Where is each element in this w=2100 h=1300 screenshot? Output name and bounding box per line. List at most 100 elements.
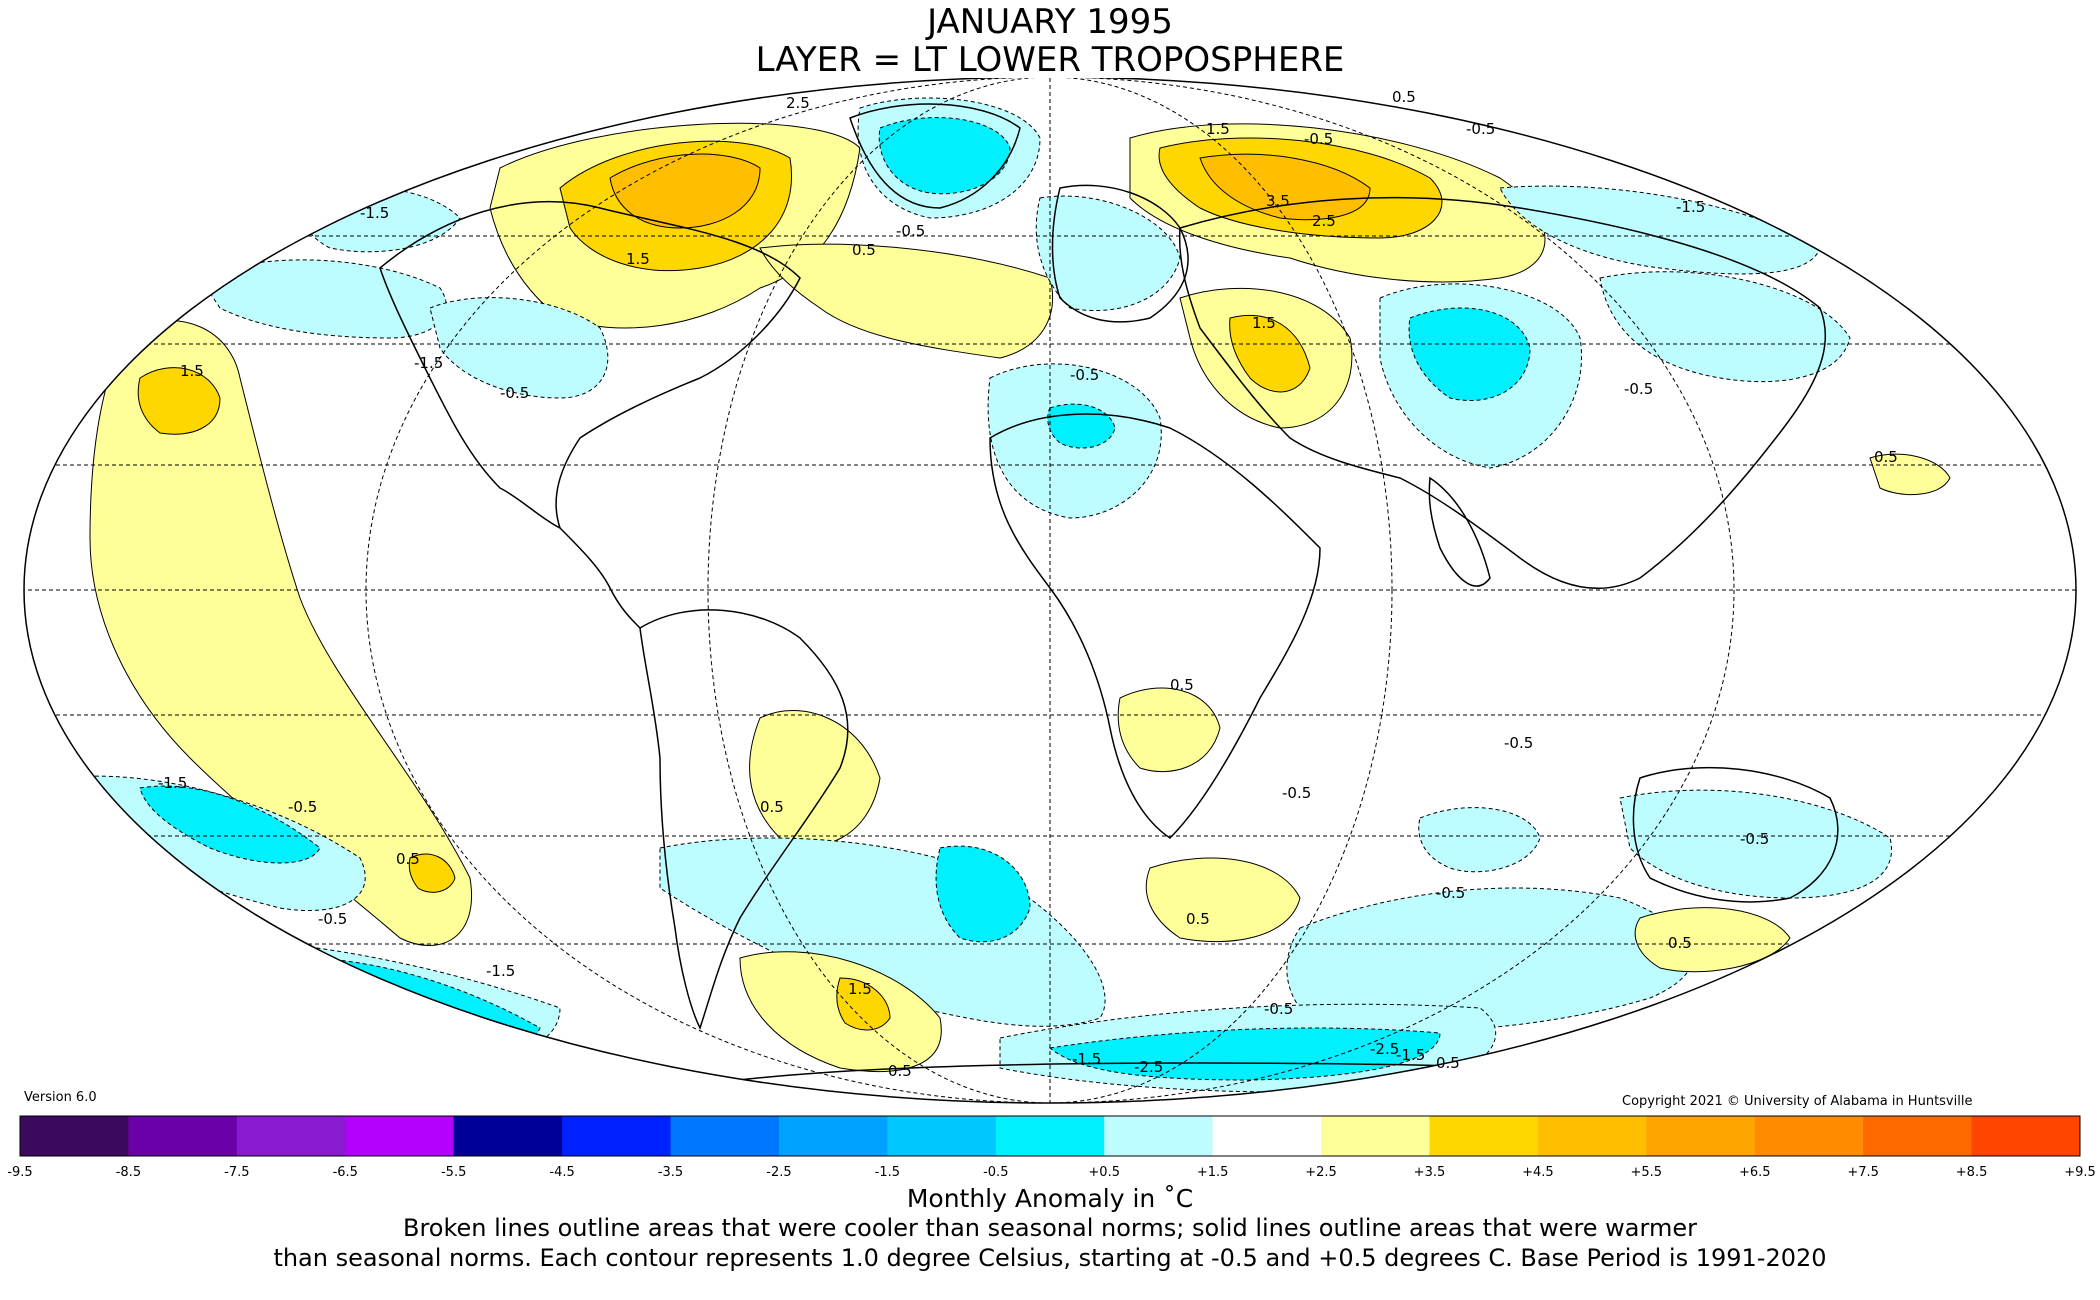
color-legend-swatch — [1646, 1116, 1756, 1156]
contour-label: 1.5 — [626, 250, 650, 268]
caption-line-1: Broken lines outline areas that were coo… — [403, 1214, 1697, 1242]
color-legend: -9.5 -8.5 -7.5 -6.5 -5.5 -4.5 -3.5 -2.5 -1.5 -0.5… — [7, 1115, 2096, 1180]
warm-region-northeast-pacific-inner — [137, 367, 221, 435]
caption-line-2: than seasonal norms. Each contour repres… — [273, 1244, 1827, 1272]
contour-label: -0.5 — [500, 384, 529, 402]
map-title: JANUARY 1995 — [927, 2, 1173, 42]
contour-label: 0.5 — [1436, 1054, 1460, 1072]
color-legend-tick-label: -2.5 — [766, 1165, 791, 1180]
contour-label: 0.5 — [888, 1062, 912, 1080]
contour-label: -1.5 — [1072, 1050, 1101, 1068]
contour-label: 0.5 — [1170, 676, 1194, 694]
color-legend-swatch — [1863, 1116, 1973, 1156]
contour-label: -0.5 — [1740, 830, 1769, 848]
contour-labels: 2.5 1.5 0.5 -1.5 -0.5 3.5 2.5 -0.5 1.5 1… — [158, 88, 1898, 1080]
cool-region-east-asia — [1599, 271, 1851, 383]
warm-region-south-atlantic — [749, 710, 881, 846]
contour-label: 2.5 — [1312, 212, 1336, 230]
contour-label: 1.5 — [848, 980, 872, 998]
meridian-line — [707, 78, 1393, 1103]
coastline-asia — [1178, 196, 1826, 590]
color-legend-tick-label: -8.5 — [116, 1165, 141, 1180]
contour-label: 1.5 — [1252, 314, 1276, 332]
coastline-south-america — [639, 609, 849, 1030]
color-legend-swatch — [1971, 1116, 2081, 1156]
color-legend-border — [19, 1115, 2081, 1157]
color-legend-swatches — [20, 1116, 2081, 1156]
anomaly-fills — [59, 97, 1951, 1093]
contour-label: -0.5 — [1436, 884, 1465, 902]
color-legend-swatch — [670, 1116, 780, 1156]
color-legend-tick-label: +4.5 — [1522, 1165, 1554, 1180]
coastline-europe — [1051, 184, 1189, 323]
coastline-north-america — [379, 201, 801, 530]
contour-label: 1.5 — [180, 362, 204, 380]
colorbar-label: Monthly Anomaly in ˚C — [906, 1184, 1194, 1213]
color-legend-tick-label: +9.5 — [2064, 1165, 2096, 1180]
contour-label: 0.5 — [760, 798, 784, 816]
color-legend-tick-label: +8.5 — [1956, 1165, 1988, 1180]
cool-region-indian-mid — [1418, 807, 1541, 873]
contour-label: 0.5 — [396, 850, 420, 868]
color-legend-tick-label: -5.5 — [441, 1165, 466, 1180]
cool-region-arctic-siberia — [1499, 185, 1821, 275]
color-legend-tick-label: -0.5 — [983, 1165, 1008, 1180]
contour-label: -0.5 — [896, 222, 925, 240]
coastline-india — [1428, 476, 1491, 587]
copyright-label: Copyright 2021 © University of Alabama i… — [1622, 1094, 1973, 1109]
color-legend-tick-label: +1.5 — [1197, 1165, 1229, 1180]
anomaly-map: 2.5 1.5 0.5 -1.5 -0.5 3.5 2.5 -0.5 1.5 1… — [23, 78, 2077, 1104]
contour-label: -0.5 — [1070, 366, 1099, 384]
version-label: Version 6.0 — [24, 1090, 97, 1105]
contour-label: -0.5 — [1264, 1000, 1293, 1018]
contour-label: -0.5 — [1304, 130, 1333, 148]
contour-label: 3.5 — [1266, 192, 1290, 210]
contour-label: 0.5 — [1874, 448, 1898, 466]
color-legend-swatch — [453, 1116, 563, 1156]
color-legend-swatch — [20, 1116, 129, 1156]
contour-label: 1.5 — [1206, 120, 1230, 138]
contour-label: -0.5 — [1624, 380, 1653, 398]
color-legend-swatch — [1321, 1116, 1430, 1156]
cool-region-central-asia-inner — [1408, 307, 1531, 402]
contour-label: -1.5 — [158, 774, 187, 792]
color-legend-swatch — [1754, 1116, 1864, 1156]
contour-label: -2.5 — [1370, 1040, 1399, 1058]
contour-label: -0.5 — [318, 910, 347, 928]
cool-region-antarctic-coast-inner — [1048, 1027, 1441, 1081]
cool-region-south-atlantic-inner — [935, 845, 1031, 943]
warm-region-northeast-pacific — [89, 319, 472, 946]
cool-region-south-pacific-inner — [139, 785, 321, 864]
contour-label: -1.5 — [486, 962, 515, 980]
color-legend-swatch — [562, 1116, 672, 1156]
contour-label: -0.5 — [1504, 734, 1533, 752]
contour-label: -2.5 — [1134, 1058, 1163, 1076]
warm-region-drake-passage-inner — [836, 977, 891, 1031]
coastline-africa — [989, 413, 1321, 839]
color-legend-tick-label: -9.5 — [7, 1165, 32, 1180]
coastline-greenland — [849, 103, 1021, 209]
warm-region-south-pacific-small — [408, 853, 456, 893]
color-legend-swatch — [1429, 1116, 1539, 1156]
color-legend-swatch — [887, 1116, 997, 1156]
color-legend-swatch — [1212, 1116, 1322, 1156]
contour-label: 0.5 — [1668, 934, 1692, 952]
layer-subtitle: LAYER = LT LOWER TROPOSPHERE — [755, 40, 1345, 80]
color-legend-tick-label: +0.5 — [1088, 1165, 1120, 1180]
color-legend-tick-label: -6.5 — [333, 1165, 358, 1180]
color-legend-tick-label: +2.5 — [1305, 1165, 1337, 1180]
contour-label: -0.5 — [288, 798, 317, 816]
warm-region-middle-east-inner — [1229, 314, 1311, 393]
color-legend-swatch — [1537, 1116, 1647, 1156]
coastline-australia — [1632, 766, 1839, 903]
color-legend-tick-label: +7.5 — [1847, 1165, 1879, 1180]
color-legend-swatch — [236, 1116, 346, 1156]
color-legend-swatch — [1104, 1116, 1214, 1156]
color-legend-tick-label: -1.5 — [875, 1165, 900, 1180]
color-legend-swatch — [345, 1116, 455, 1156]
contour-label: 0.5 — [1186, 910, 1210, 928]
color-legend-swatch — [128, 1116, 238, 1156]
contour-label: -0.5 — [1466, 120, 1495, 138]
color-legend-tick-label: -3.5 — [658, 1165, 683, 1180]
contour-label: -1.5 — [1396, 1046, 1425, 1064]
